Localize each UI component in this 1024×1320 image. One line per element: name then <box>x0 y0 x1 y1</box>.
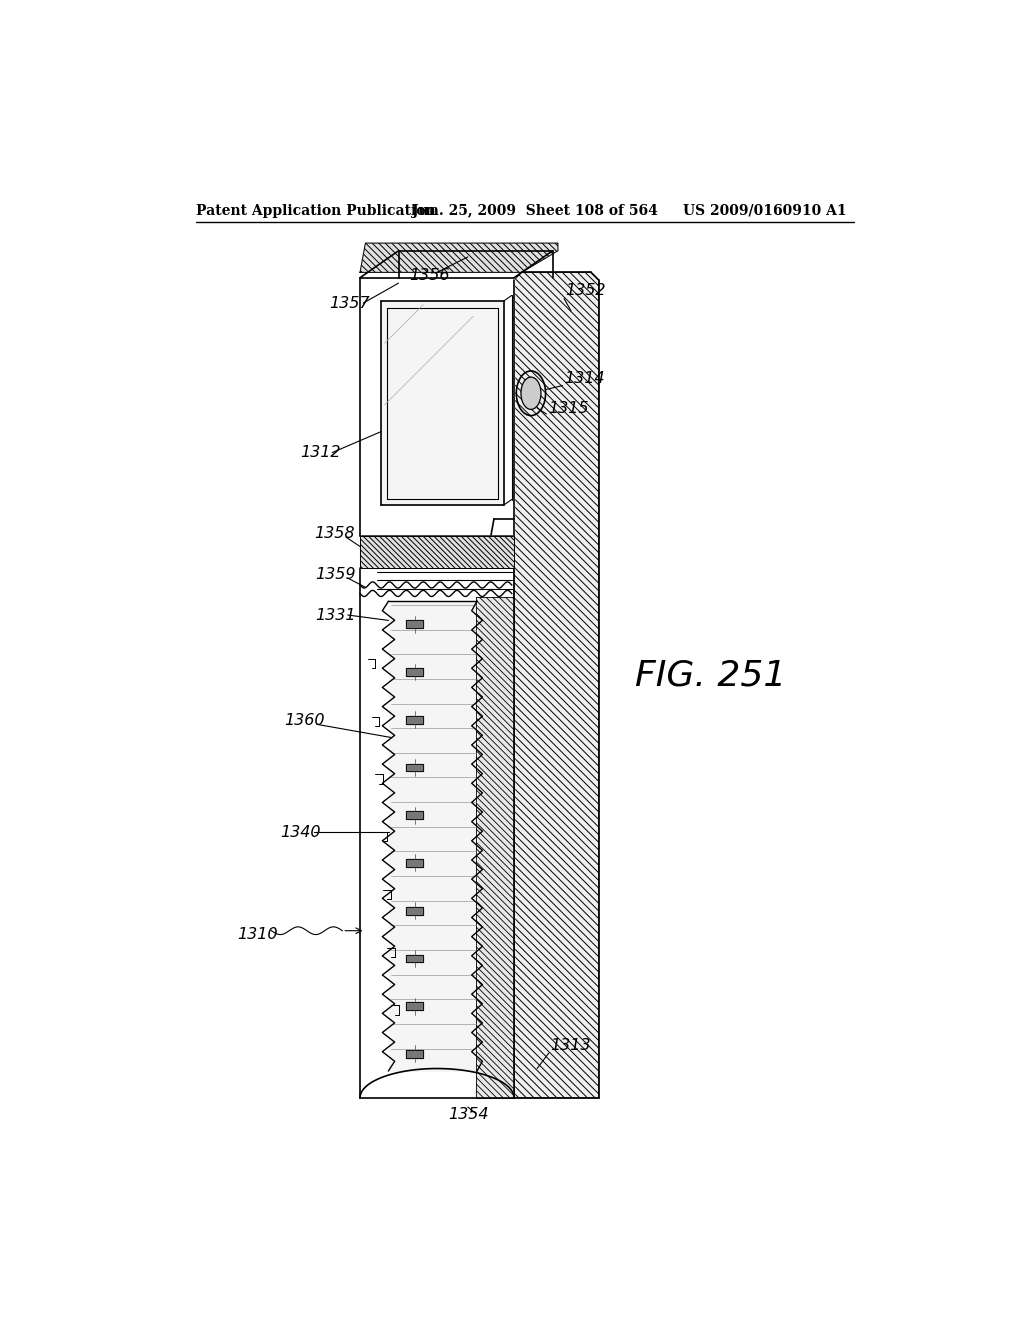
Polygon shape <box>407 859 423 867</box>
Ellipse shape <box>521 378 541 409</box>
Text: 1352: 1352 <box>565 284 606 298</box>
Polygon shape <box>407 668 423 676</box>
Polygon shape <box>388 601 477 1071</box>
Polygon shape <box>514 272 599 1098</box>
Polygon shape <box>407 620 423 628</box>
Polygon shape <box>360 243 558 272</box>
Text: US 2009/0160910 A1: US 2009/0160910 A1 <box>683 203 847 218</box>
Text: 1357: 1357 <box>330 296 370 310</box>
Polygon shape <box>381 301 504 506</box>
Text: 1312: 1312 <box>300 445 340 461</box>
Polygon shape <box>407 1002 423 1010</box>
Text: 1331: 1331 <box>315 607 356 623</box>
Polygon shape <box>407 907 423 915</box>
Polygon shape <box>475 597 514 1098</box>
Polygon shape <box>407 812 423 818</box>
Polygon shape <box>407 763 423 771</box>
Text: 1360: 1360 <box>285 713 325 729</box>
Polygon shape <box>407 954 423 962</box>
Text: 1315: 1315 <box>548 401 589 416</box>
Polygon shape <box>407 715 423 723</box>
Text: 1358: 1358 <box>313 525 354 541</box>
Text: Jun. 25, 2009  Sheet 108 of 564: Jun. 25, 2009 Sheet 108 of 564 <box>412 203 657 218</box>
Polygon shape <box>360 536 514 568</box>
Text: 1313: 1313 <box>550 1038 591 1053</box>
Text: 1314: 1314 <box>564 371 604 387</box>
Text: 1340: 1340 <box>281 825 322 840</box>
Text: FIG. 251: FIG. 251 <box>635 659 786 693</box>
Text: 1354: 1354 <box>447 1107 488 1122</box>
Polygon shape <box>360 277 514 536</box>
Text: 1356: 1356 <box>410 268 450 282</box>
Text: 1359: 1359 <box>315 566 356 582</box>
Polygon shape <box>407 1051 423 1057</box>
Text: 1310: 1310 <box>237 927 278 942</box>
Text: Patent Application Publication: Patent Application Publication <box>196 203 435 218</box>
